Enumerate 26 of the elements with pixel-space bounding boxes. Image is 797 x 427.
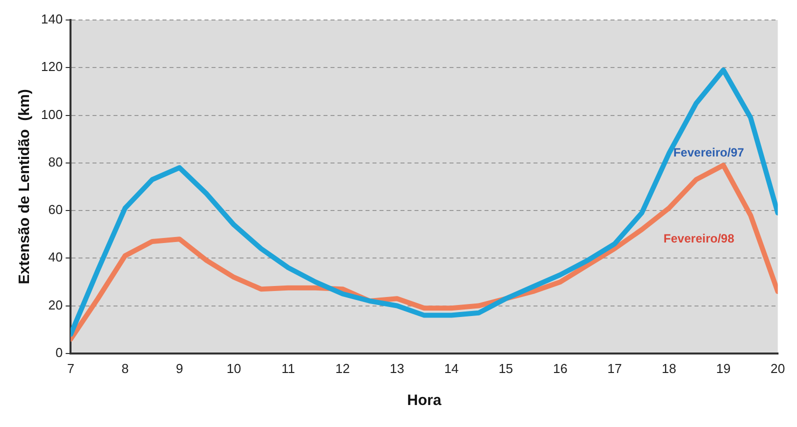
y-tick-label: 80: [48, 154, 63, 170]
x-tick-label: 10: [226, 360, 242, 376]
x-tick-label: 13: [390, 360, 404, 376]
x-tick-label: 17: [607, 360, 622, 376]
y-tick-label: 120: [40, 59, 63, 74]
x-axis-title: Hora: [407, 392, 442, 410]
x-tick-label: 9: [176, 360, 184, 376]
y-tick-label: 20: [48, 297, 63, 312]
y-axis-title: Extensão de Lentidão (km): [16, 89, 34, 284]
x-tick-label: 20: [770, 360, 786, 376]
y-tick-label: 100: [40, 106, 63, 122]
series-label: Fevereiro/97: [673, 146, 744, 160]
x-tick-label: 19: [716, 360, 731, 376]
x-tick-label: 7: [67, 360, 74, 376]
x-tick-label: 8: [121, 360, 129, 376]
x-tick-label: 14: [444, 360, 459, 376]
x-tick-label: 16: [552, 360, 568, 376]
y-tick-label: 40: [48, 250, 63, 265]
x-tick-label: 18: [662, 360, 676, 376]
x-tick-label: 12: [335, 360, 350, 376]
y-tick-label: 0: [55, 344, 63, 360]
x-tick-label: 11: [282, 360, 296, 376]
y-tick-label: 60: [48, 202, 63, 218]
y-tick-label: 140: [40, 12, 63, 27]
x-tick-label: 15: [498, 360, 514, 376]
series-label: Fevereiro/98: [664, 231, 735, 246]
